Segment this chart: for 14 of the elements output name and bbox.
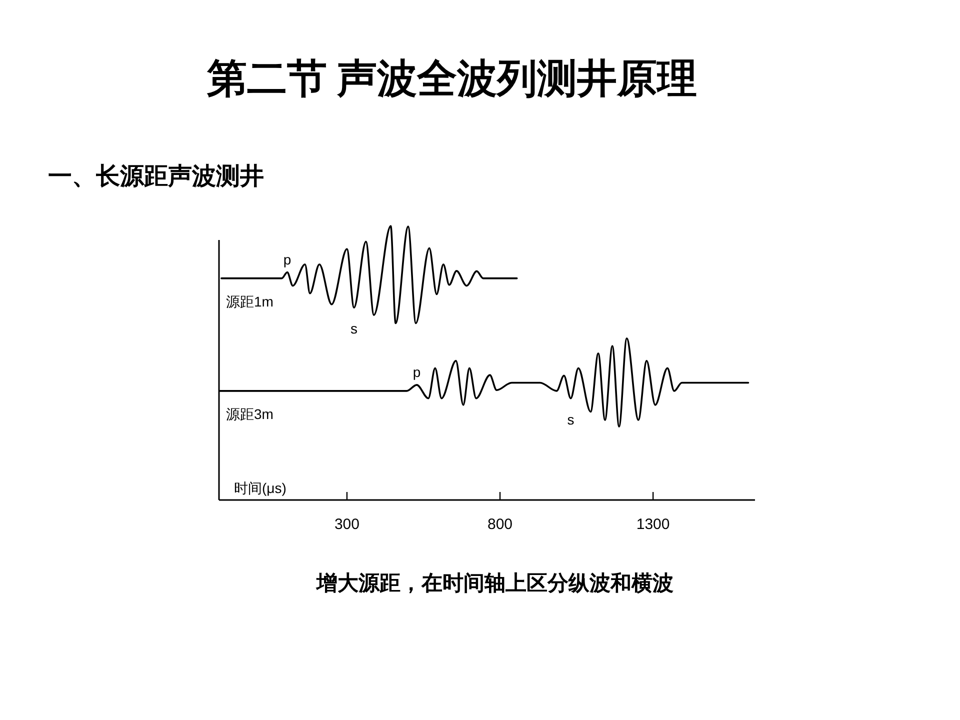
x-tick-label: 800: [487, 516, 513, 533]
annotation: s: [567, 411, 574, 428]
annotation: s: [350, 320, 358, 337]
plot: 300 800 1300 源距1m 源距3m p s p s 时间(μs): [218, 225, 755, 533]
x-tick-label: 300: [334, 516, 360, 533]
x-tick-label: 1300: [636, 516, 670, 533]
title: 第二节 声波全波列测井原理: [207, 56, 697, 101]
annotation: 增大源距，在时间轴上区分纵波和横波: [316, 571, 674, 595]
subtitle: 一、长源距声波测井: [48, 164, 264, 190]
series-name: 源距1m: [226, 293, 274, 310]
annotation: p: [412, 364, 421, 380]
series-name: 源距3m: [226, 406, 274, 422]
annotation: p: [283, 251, 292, 268]
xlabel: 时间(μs): [234, 480, 286, 496]
